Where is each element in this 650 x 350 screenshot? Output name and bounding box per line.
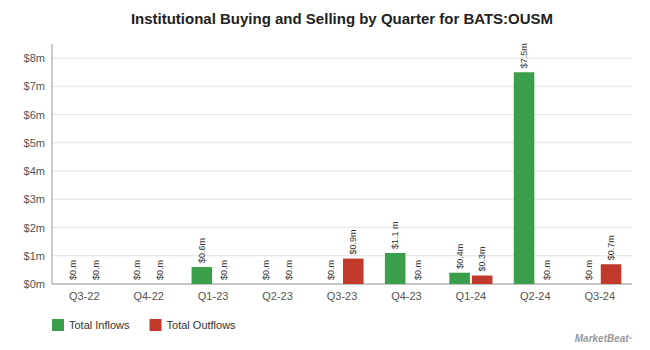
x-tick-label: Q3-23 bbox=[327, 290, 358, 302]
bar bbox=[343, 259, 364, 284]
data-label: $0.m bbox=[68, 260, 78, 280]
chart: Institutional Buying and Selling by Quar… bbox=[0, 0, 650, 350]
data-label: $0.m bbox=[584, 260, 594, 280]
bar bbox=[127, 284, 148, 285]
data-label: $0.m bbox=[132, 260, 142, 280]
x-tick-label: Q3-24 bbox=[584, 290, 615, 302]
bar bbox=[578, 284, 599, 285]
bar bbox=[85, 284, 106, 285]
data-label: $7.5m bbox=[519, 43, 529, 68]
y-tick-label: $0m bbox=[24, 278, 45, 290]
grid-line bbox=[52, 114, 632, 115]
data-label: $0.4m bbox=[455, 244, 465, 269]
bar bbox=[514, 72, 535, 284]
grid-line bbox=[52, 58, 632, 59]
legend-label: Total Outflows bbox=[167, 319, 237, 331]
x-tick-label: Q1-23 bbox=[198, 290, 229, 302]
data-label: $0.m bbox=[261, 260, 271, 280]
annotation: MarketBeat· bbox=[575, 333, 632, 344]
data-label: $1.1 m bbox=[390, 221, 400, 249]
grid-line bbox=[52, 142, 632, 143]
bar bbox=[407, 284, 428, 285]
bar bbox=[601, 264, 622, 284]
y-axis-line bbox=[52, 44, 53, 284]
bar bbox=[214, 284, 235, 285]
bar bbox=[472, 276, 493, 284]
y-tick-label: $7m bbox=[24, 80, 45, 92]
y-tick-label: $6m bbox=[24, 109, 45, 121]
grid-line bbox=[52, 227, 632, 228]
grid-line bbox=[52, 86, 632, 87]
bar bbox=[536, 284, 557, 285]
bar bbox=[150, 284, 171, 285]
grid bbox=[52, 58, 632, 284]
x-tick-label: Q2-23 bbox=[262, 290, 293, 302]
grid-line bbox=[52, 255, 632, 256]
grid-line bbox=[52, 284, 632, 285]
data-label: $0.6m bbox=[197, 238, 207, 263]
y-tick-label: $8m bbox=[24, 52, 45, 64]
grid-line bbox=[52, 199, 632, 200]
x-tick-label: Q4-23 bbox=[391, 290, 422, 302]
data-label: $0.m bbox=[284, 260, 294, 280]
data-label: $0.m bbox=[542, 260, 552, 280]
data-label: $0.7m bbox=[606, 235, 616, 260]
data-label: $0.m bbox=[326, 260, 336, 280]
x-tick-label: Q2-24 bbox=[520, 290, 551, 302]
bar bbox=[192, 267, 213, 284]
y-tick-label: $2m bbox=[24, 222, 45, 234]
bar bbox=[449, 273, 470, 284]
data-label: $0.9m bbox=[348, 230, 358, 255]
bar bbox=[256, 284, 277, 285]
data-label: $0.m bbox=[155, 260, 165, 280]
data-label: $0.m bbox=[413, 260, 423, 280]
y-tick-label: $5m bbox=[24, 137, 45, 149]
x-tick-label: Q3-22 bbox=[69, 290, 100, 302]
data-labels: $0.m $0.m $0.6m $0.m $0.m $1.1 m $0.4m $7.5m $0.… bbox=[68, 43, 616, 280]
grid-line bbox=[52, 171, 632, 172]
legend-swatch bbox=[52, 319, 64, 331]
x-axis-line bbox=[52, 284, 632, 285]
data-label: $0.m bbox=[219, 260, 229, 280]
y-tick-label: $1m bbox=[24, 250, 45, 262]
legend-label: Total Inflows bbox=[69, 319, 130, 331]
data-label: $0.m bbox=[91, 260, 101, 280]
title: Institutional Buying and Selling by Quar… bbox=[131, 10, 553, 27]
x-tick-label: Q4-22 bbox=[133, 290, 164, 302]
y-tick-label: $4m bbox=[24, 165, 45, 177]
legend: Total Inflows Total Outflows bbox=[52, 319, 236, 331]
bar bbox=[385, 253, 406, 284]
x-tick-label: Q1-24 bbox=[456, 290, 487, 302]
y-tick-label: $3m bbox=[24, 193, 45, 205]
bars bbox=[192, 72, 622, 284]
bar bbox=[279, 284, 300, 285]
bar bbox=[320, 284, 341, 285]
data-label: $0.3m bbox=[477, 247, 487, 272]
legend-swatch bbox=[150, 319, 162, 331]
bar bbox=[63, 284, 84, 285]
